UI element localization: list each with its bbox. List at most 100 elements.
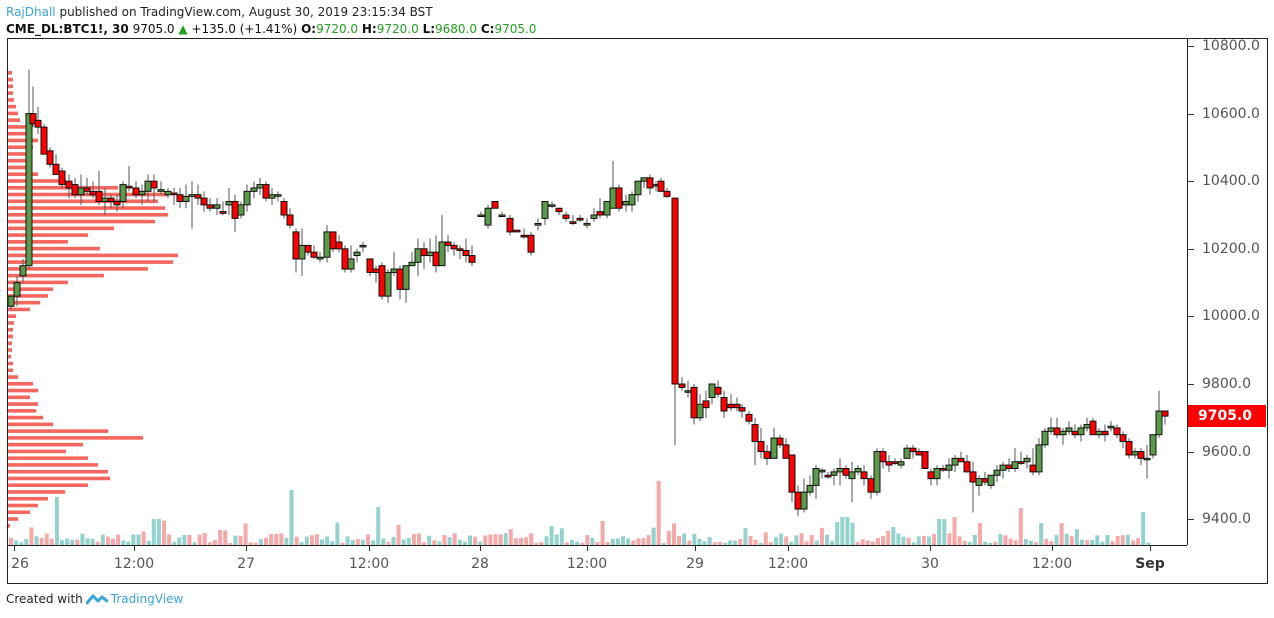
volume-bar [335, 522, 340, 545]
profile-bar [8, 267, 148, 271]
volume-bar [947, 533, 952, 545]
candle [274, 191, 282, 202]
profile-bar [8, 152, 30, 156]
profile-bar [8, 415, 43, 420]
candle [927, 468, 935, 486]
volume-bar [503, 533, 508, 545]
volume-histogram [9, 481, 1151, 545]
volume-bar [126, 541, 131, 545]
candle [897, 458, 905, 469]
volume-bar [626, 538, 631, 545]
volume-bar [1141, 512, 1146, 545]
candle [243, 184, 251, 212]
candle [95, 171, 103, 205]
profile-bar [8, 476, 110, 481]
volume-bar [738, 539, 743, 545]
volume-bar [228, 542, 233, 545]
candle [836, 458, 844, 486]
candle [806, 475, 814, 496]
volume-bar [65, 538, 70, 545]
volume-bar [957, 536, 962, 545]
profile-bar [8, 131, 30, 136]
candle [776, 434, 784, 449]
volume-bar [978, 523, 982, 545]
tradingview-brand-link[interactable]: TradingView [110, 592, 184, 606]
time-tick-label: 27 [237, 556, 255, 572]
author-link[interactable]: RajDhall [6, 5, 56, 19]
volume-bar [437, 541, 442, 545]
volume-bar [993, 541, 998, 545]
volume-bar [1110, 541, 1115, 545]
volume-bar [819, 527, 824, 545]
volume-bar [774, 537, 778, 545]
profile-bar [8, 192, 168, 197]
candle [860, 465, 868, 486]
volume-bar [34, 536, 39, 545]
volume-bar [661, 542, 666, 545]
candlestick-chart[interactable] [8, 39, 1186, 545]
profile-bar [8, 300, 40, 305]
volume-bar [371, 540, 376, 545]
high-value: 9720.0 [376, 22, 419, 36]
candle [1113, 424, 1121, 439]
volume-bar [366, 534, 370, 545]
volume-bar [1029, 540, 1033, 545]
volume-bar [197, 534, 202, 545]
volume-bar [952, 517, 957, 545]
volume-bar [651, 527, 656, 545]
candle [292, 228, 300, 273]
price-axis[interactable]: 10800.0 10600.0 10400.0 10200.0 10000.0 9800.… [1187, 38, 1268, 545]
candle [150, 174, 158, 202]
candle [438, 215, 446, 267]
candle [310, 245, 318, 259]
price-tick [1188, 181, 1194, 183]
volume-bar [376, 507, 381, 545]
profile-bar [8, 456, 88, 460]
candle [534, 218, 542, 231]
candle [1029, 448, 1037, 476]
volume-bar [345, 536, 350, 545]
candle [1089, 417, 1097, 436]
candle [993, 465, 1001, 483]
time-axis[interactable]: 26 12:00 27 12:00 28 12:00 29 12:00 30 12:00 Sep [8, 545, 1187, 584]
volume-bar [524, 537, 529, 545]
volume-bar [468, 535, 472, 545]
volume-bar [1064, 533, 1069, 545]
profile-bar [8, 199, 158, 204]
chart-pane[interactable] [8, 39, 1186, 545]
candle [206, 198, 214, 212]
volume-bar [539, 542, 544, 545]
candle [477, 211, 485, 217]
volume-bar [156, 519, 161, 545]
candle [867, 475, 875, 499]
candle [462, 238, 470, 263]
candle [484, 204, 492, 229]
candle [733, 397, 741, 412]
open-value: 9720.0 [316, 22, 359, 36]
candle [720, 390, 728, 418]
volume-bar [258, 539, 263, 545]
volume-bar [253, 542, 258, 545]
volume-bar [473, 536, 478, 545]
profile-bar [8, 382, 33, 386]
profile-bar [8, 287, 53, 291]
time-tick-label: 26 [11, 556, 29, 572]
candle [8, 295, 15, 310]
candle [1041, 427, 1049, 449]
volume-bar [1120, 535, 1125, 545]
candle [921, 451, 929, 470]
volume-bar [116, 534, 121, 545]
price-tick [1188, 113, 1194, 115]
candle [933, 465, 941, 486]
volume-bar [70, 539, 75, 545]
volume-bar [498, 534, 503, 545]
candle [396, 265, 404, 300]
candle [963, 454, 971, 473]
volume-bar [304, 536, 309, 545]
volume-bar [218, 530, 223, 545]
volume-bar [600, 521, 605, 545]
volume-bar [508, 529, 513, 545]
candle [34, 106, 42, 134]
volume-bar [799, 533, 804, 545]
profile-bar [8, 490, 65, 494]
